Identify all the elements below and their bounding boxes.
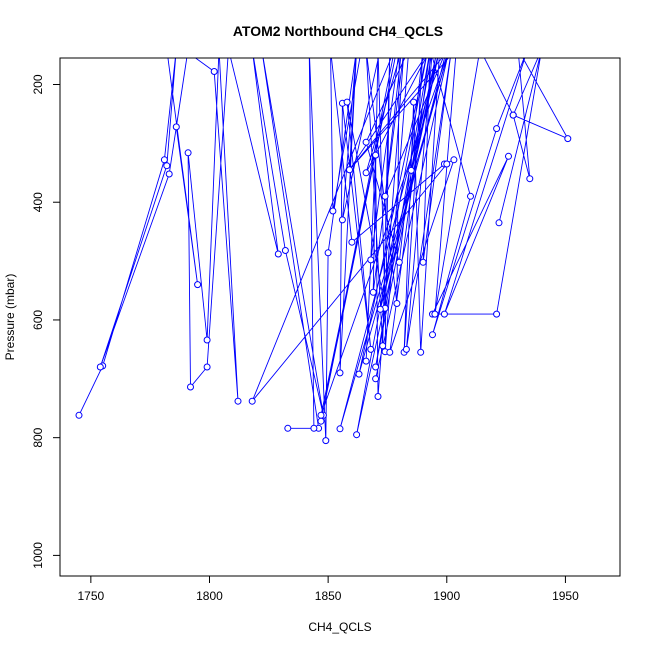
data-point	[203, 363, 211, 371]
data-point	[429, 331, 436, 339]
series-line	[78, 58, 569, 441]
data-point	[379, 342, 387, 350]
x-tick-label: 1800	[196, 589, 223, 603]
data-point	[369, 288, 377, 296]
data-point	[495, 219, 503, 227]
data-point	[564, 135, 572, 143]
data-point	[372, 151, 380, 159]
plot-area	[75, 58, 572, 445]
data-point	[440, 310, 448, 318]
data-point	[96, 363, 104, 371]
y-axis-label: Pressure (mbar)	[3, 274, 17, 361]
y-axis: 200 400 600 800 1000	[31, 74, 60, 569]
data-point	[362, 357, 370, 365]
data-point	[493, 310, 501, 318]
data-point	[419, 258, 427, 266]
data-point	[417, 348, 425, 356]
data-point	[493, 125, 501, 133]
y-tick-label: 400	[31, 192, 45, 212]
data-point	[372, 363, 380, 371]
data-point	[381, 192, 389, 200]
data-point	[386, 348, 394, 356]
data-point	[355, 370, 363, 378]
data-point	[450, 156, 458, 164]
data-point	[374, 393, 382, 400]
data-point	[163, 162, 171, 170]
data-point	[410, 98, 418, 106]
data-point	[184, 149, 192, 157]
data-point	[367, 345, 375, 353]
data-point	[407, 166, 415, 174]
data-point	[338, 216, 346, 224]
chart-title: ATOM2 Northbound CH4_QCLS	[233, 23, 443, 39]
data-point	[336, 425, 344, 433]
data-point	[284, 424, 292, 432]
data-point	[210, 68, 218, 75]
data-point	[348, 238, 356, 246]
data-point	[362, 169, 370, 177]
data-point	[317, 417, 325, 425]
data-point	[346, 166, 353, 174]
data-point	[203, 336, 211, 344]
data-point	[395, 258, 403, 266]
data-point	[160, 156, 168, 164]
y-tick-label: 1000	[31, 542, 45, 569]
x-tick-label: 1900	[433, 589, 460, 603]
y-tick-label: 600	[31, 310, 45, 330]
x-axis: 1750 1800 1850 1900 1950	[77, 576, 579, 603]
data-point	[376, 305, 384, 313]
data-point	[274, 250, 282, 258]
data-point	[343, 98, 351, 106]
data-point	[509, 111, 517, 119]
data-point	[317, 411, 325, 419]
data-point	[234, 397, 242, 405]
data-point	[329, 207, 337, 215]
plot-frame	[59, 57, 621, 577]
data-point	[467, 192, 474, 200]
series-layer	[75, 58, 572, 445]
data-point	[248, 397, 256, 405]
data-point	[402, 345, 410, 353]
x-axis-label: CH4_QCLS	[308, 620, 371, 634]
data-point	[505, 152, 512, 160]
y-tick-label: 800	[31, 427, 45, 447]
data-point	[372, 375, 380, 383]
x-tick-label: 1850	[315, 589, 342, 603]
data-point	[281, 247, 289, 254]
data-point	[75, 411, 83, 419]
data-point	[362, 138, 370, 146]
data-point	[367, 256, 375, 264]
y-tick-label: 200	[31, 74, 45, 94]
data-point	[187, 383, 194, 391]
x-tick-label: 1750	[77, 589, 104, 603]
data-point	[353, 431, 361, 439]
data-point	[443, 160, 451, 168]
data-point	[336, 369, 344, 377]
data-point	[172, 123, 180, 131]
data-point	[165, 170, 173, 178]
data-point	[310, 424, 318, 432]
data-point	[526, 175, 534, 183]
x-tick-label: 1950	[552, 589, 579, 603]
data-point	[322, 437, 330, 445]
data-point	[194, 281, 202, 289]
data-point	[393, 300, 401, 307]
data-point	[324, 249, 332, 257]
data-point	[431, 310, 439, 318]
